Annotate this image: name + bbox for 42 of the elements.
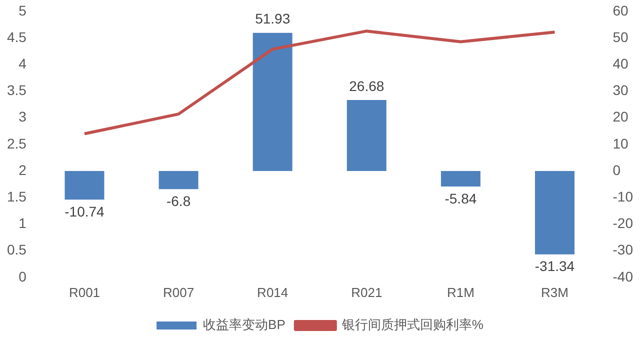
data-label: 51.93	[255, 10, 290, 27]
legend-label: 银行间质押式回购利率%	[340, 317, 484, 332]
legend-label: 收益率变动BP	[203, 317, 286, 332]
y2-tick-label: 0	[612, 162, 621, 178]
y2-tick-label: 40	[612, 55, 629, 72]
y-tick-label: 0	[18, 268, 27, 284]
data-label: -6.8	[166, 192, 191, 209]
y-tick-label: 4.5	[6, 28, 27, 45]
y-tick-label: 1	[18, 215, 27, 232]
y2-tick-label: -10	[612, 188, 634, 204]
bar	[64, 171, 104, 200]
y-tick-label: 3	[18, 108, 27, 125]
x-tick-label: R021	[351, 284, 382, 300]
y-tick-label: 3.5	[6, 82, 27, 98]
x-tick-label: R1M	[446, 284, 474, 300]
y2-tick-label: 20	[612, 108, 629, 125]
x-tick-label: R014	[257, 284, 288, 300]
y2-tick-label: -30	[612, 242, 634, 258]
x-tick-label: R001	[68, 284, 100, 300]
bar	[252, 32, 292, 171]
y2-tick-label: 30	[612, 82, 629, 98]
bar	[534, 171, 574, 254]
y2-tick-label: -20	[612, 215, 634, 232]
y2-tick-label: 50	[612, 28, 629, 45]
y-tick-label: 4	[18, 55, 27, 72]
data-label: -31.34	[534, 258, 575, 274]
bar	[346, 100, 386, 171]
data-label: -5.84	[444, 190, 477, 206]
bar	[440, 171, 480, 187]
data-label: -10.74	[64, 203, 105, 220]
x-tick-label: R3M	[541, 284, 568, 300]
y-tick-label: 2.5	[6, 135, 27, 152]
bar	[158, 171, 198, 190]
y2-tick-label: 60	[612, 2, 629, 18]
y2-tick-label: 10	[612, 135, 629, 152]
y-tick-label: 1.5	[6, 188, 27, 204]
y2-tick-label: -40	[612, 268, 634, 284]
x-tick-label: R007	[163, 284, 194, 300]
y-tick-label: 2	[18, 162, 27, 178]
data-label: 26.68	[349, 78, 384, 94]
y-tick-label: 0.5	[6, 242, 27, 258]
y-tick-label: 5	[18, 2, 27, 18]
